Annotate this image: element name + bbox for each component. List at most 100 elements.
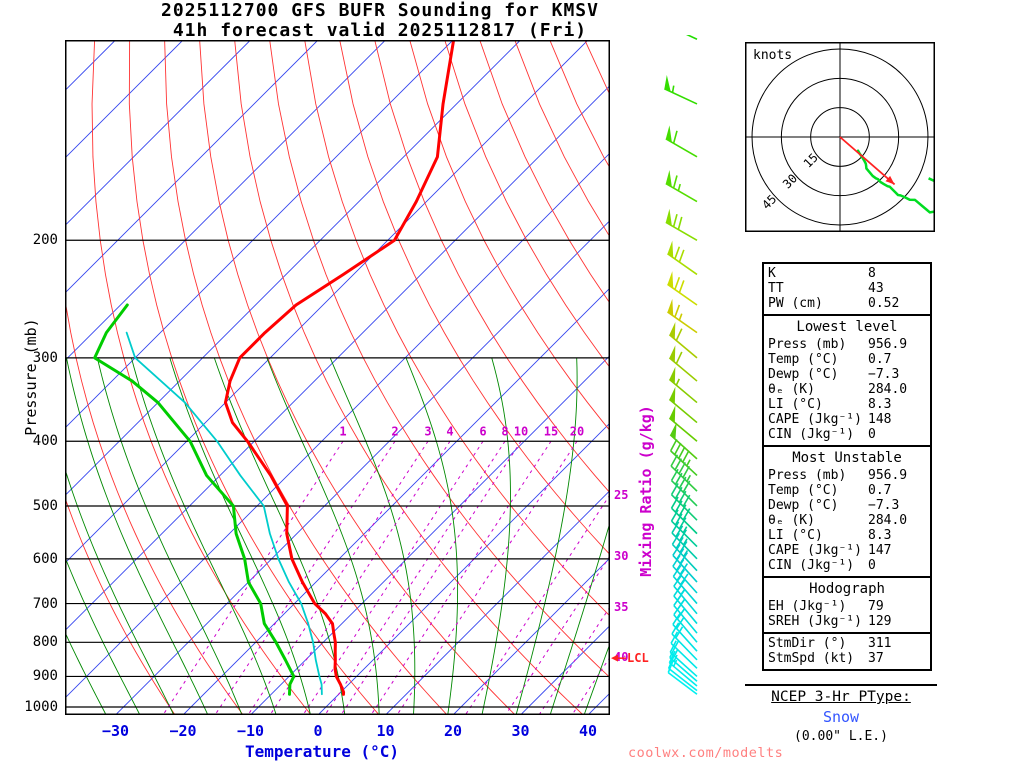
- ptype-heading: NCEP 3-Hr PType:: [771, 689, 911, 705]
- stat-value: 8.3: [868, 397, 892, 412]
- stats-section: K 8 TT 43 PW (cm) 0.52: [764, 264, 930, 314]
- stats-row: CIN (Jkg⁻¹) 0: [768, 427, 926, 442]
- temperature-tick-label: −10: [236, 722, 265, 740]
- chart-title-line2: 41h forecast valid 2025112817 (Fri): [172, 20, 588, 41]
- pressure-tick-label: 800: [32, 634, 58, 651]
- stat-label: θₑ (K): [768, 382, 815, 397]
- hodograph-ring-label: 30: [780, 171, 800, 191]
- stat-label: Temp (°C): [768, 352, 839, 367]
- stats-row: Press (mb) 956.9: [768, 468, 926, 483]
- stats-row: θₑ (K) 284.0: [768, 513, 926, 528]
- stats-row: CIN (Jkg⁻¹) 0: [768, 558, 926, 573]
- pressure-tick-label: 500: [32, 497, 58, 514]
- stat-value: 147: [868, 543, 892, 558]
- mixing-ratio-side-label: 35: [614, 600, 628, 614]
- stat-label: CAPE (Jkg⁻¹): [768, 543, 862, 558]
- stat-value: −7.3: [868, 498, 900, 513]
- temperature-axis-label: Temperature (°C): [244, 742, 400, 761]
- hodograph-ring-label: 45: [759, 192, 779, 212]
- stat-value: 129: [868, 614, 892, 629]
- hodograph-trace: [856, 149, 935, 214]
- svg-text:10: 10: [514, 424, 528, 438]
- mixing-ratio-side-label: 30: [614, 549, 628, 563]
- pressure-tick-label: 900: [32, 668, 58, 685]
- mixing-ratio-axis-label: Mixing Ratio (g/kg): [637, 405, 655, 577]
- stat-label: θₑ (K): [768, 513, 815, 528]
- temperature-tick-label: −20: [169, 722, 197, 740]
- stats-section-title: Hodograph: [809, 581, 885, 597]
- stats-section-title: Most Unstable: [792, 450, 902, 466]
- stats-row: LI (°C) 8.3: [768, 528, 926, 543]
- stat-value: 8.3: [868, 528, 892, 543]
- ptype-detail: (0.00" L.E.): [794, 729, 888, 744]
- ptype-value: Snow: [822, 708, 860, 726]
- temperature-tick-label: 30: [511, 722, 530, 740]
- stats-row: EH (Jkg⁻¹) 79: [768, 599, 926, 614]
- stats-row: LI (°C) 8.3: [768, 397, 926, 412]
- stat-value: 284.0: [868, 513, 908, 528]
- stat-label: Press (mb): [768, 468, 847, 483]
- stat-label: Press (mb): [768, 337, 847, 352]
- stat-label: TT: [768, 281, 784, 296]
- stats-row: Dewp (°C) −7.3: [768, 498, 926, 513]
- stats-row: StmDir (°) 311: [768, 636, 926, 651]
- chart-title: 2025112700 GFS BUFR Sounding for KMSV 41…: [60, 1, 700, 41]
- stat-label: Dewp (°C): [768, 498, 839, 513]
- stat-value: 37: [868, 651, 884, 666]
- stat-value: 0: [868, 558, 876, 573]
- stat-label: Dewp (°C): [768, 367, 839, 382]
- temperature-tick-label: 10: [376, 722, 395, 740]
- pressure-tick-label: 600: [32, 550, 58, 567]
- svg-text:3: 3: [424, 424, 431, 438]
- svg-text:8: 8: [501, 424, 508, 438]
- temperature-tick-label: −30: [101, 722, 130, 740]
- stats-section: StmDir (°) 311 StmSpd (kt) 37: [764, 632, 930, 669]
- stats-row: Temp (°C) 0.7: [768, 352, 926, 367]
- stats-row: Temp (°C) 0.7: [768, 483, 926, 498]
- hodograph-ring-label: 15: [801, 151, 821, 171]
- pressure-tick-label: 200: [32, 232, 58, 249]
- stat-value: 0: [868, 427, 876, 442]
- stat-label: CIN (Jkg⁻¹): [768, 427, 855, 442]
- wind-barb-column: [664, 35, 698, 695]
- lcl-label: LCL: [627, 651, 649, 665]
- stats-section-title: Lowest level: [796, 319, 898, 335]
- stat-value: 43: [868, 281, 884, 296]
- storm-motion-arrow: [885, 175, 895, 185]
- stat-label: StmDir (°): [768, 636, 847, 651]
- svg-text:15: 15: [544, 424, 558, 438]
- stat-value: −7.3: [868, 367, 900, 382]
- stat-label: SREH (Jkg⁻¹): [768, 614, 862, 629]
- pressure-tick-label: 400: [32, 433, 58, 450]
- temperature-tick-label: 40: [578, 722, 598, 740]
- watermark: coolwx.com/modelts: [628, 745, 784, 761]
- temperature-curve: [223, 40, 456, 696]
- svg-text:2: 2: [391, 424, 398, 438]
- stat-value: 8: [868, 266, 876, 281]
- pressure-tick-label: 1000: [24, 699, 58, 715]
- stats-row: Dewp (°C) −7.3: [768, 367, 926, 382]
- svg-text:6: 6: [479, 424, 486, 438]
- stat-value: 311: [868, 636, 892, 651]
- wetbulb-curve: [125, 331, 323, 696]
- stat-label: StmSpd (kt): [768, 651, 855, 666]
- stat-label: CAPE (Jkg⁻¹): [768, 412, 862, 427]
- ptype-box: NCEP 3-Hr PType: Snow (0.00" L.E.): [745, 684, 937, 744]
- pressure-axis-label: Pressure (mb): [22, 318, 40, 436]
- stats-row: StmSpd (kt) 37: [768, 651, 926, 666]
- stats-row: PW (cm) 0.52: [768, 296, 926, 311]
- svg-text:4: 4: [446, 424, 453, 438]
- hodograph-units-label: knots: [753, 48, 792, 63]
- stats-panel: K 8 TT 43 PW (cm) 0.52 Lowest level Press (mb) 9…: [762, 262, 932, 671]
- stat-label: EH (Jkg⁻¹): [768, 599, 847, 614]
- temperature-tick-label: 0: [313, 722, 323, 740]
- stat-value: 148: [868, 412, 892, 427]
- stat-value: 284.0: [868, 382, 908, 397]
- stat-value: 956.9: [868, 468, 908, 483]
- stat-label: CIN (Jkg⁻¹): [768, 558, 855, 573]
- pressure-tick-label: 700: [32, 595, 58, 612]
- chart-title-line1: 2025112700 GFS BUFR Sounding for KMSV: [161, 0, 599, 21]
